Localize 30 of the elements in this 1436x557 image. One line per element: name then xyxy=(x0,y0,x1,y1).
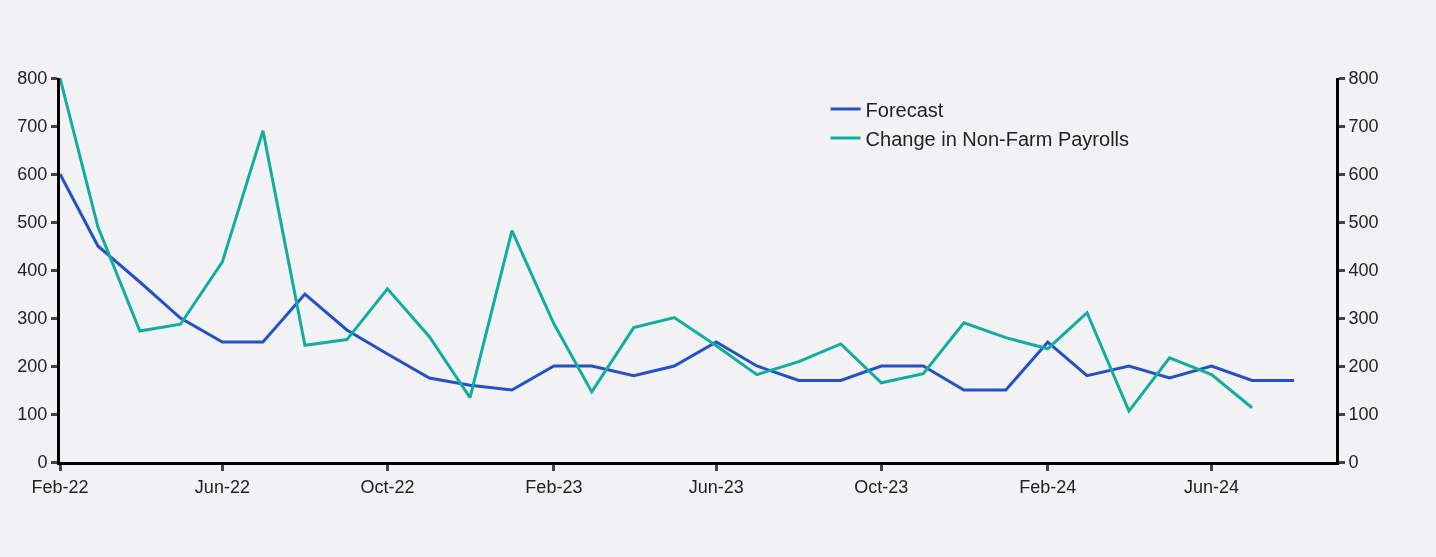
y2-tick-label: 300 xyxy=(1348,308,1379,329)
y2-tick-label: 200 xyxy=(1348,356,1379,377)
y2-tick-label: 600 xyxy=(1348,164,1379,185)
y-tick-label: 800 xyxy=(17,68,48,89)
legend-label: Change in Non-Farm Payrolls xyxy=(865,127,1130,150)
y-tick-label: 300 xyxy=(17,308,48,329)
line-series xyxy=(60,78,1254,413)
x-tick-label: Jun-23 xyxy=(688,476,744,497)
legend-label: Forecast xyxy=(865,98,944,121)
y2-tick-label: 100 xyxy=(1348,404,1379,425)
y-tick-label: 0 xyxy=(37,452,48,473)
x-tick-label: Jun-24 xyxy=(1183,476,1240,497)
y2-tick-label: 0 xyxy=(1348,452,1359,473)
y-tick-label: 100 xyxy=(17,404,48,425)
x-tick-label: Oct-22 xyxy=(360,476,415,497)
y2-tick-label: 500 xyxy=(1348,212,1379,233)
y-tick-label: 400 xyxy=(17,260,48,281)
y-tick-label: 200 xyxy=(17,356,48,377)
y2-tick-label: 700 xyxy=(1348,116,1379,137)
y-tick-label: 700 xyxy=(17,116,48,137)
x-tick-label: Oct-23 xyxy=(854,476,909,497)
y-tick-label: 600 xyxy=(17,164,48,185)
y-tick-label: 500 xyxy=(17,212,48,233)
x-tick-label: Feb-24 xyxy=(1019,476,1077,497)
line-series xyxy=(60,172,1296,392)
x-tick-label: Feb-22 xyxy=(31,476,89,497)
x-tick-label: Feb-23 xyxy=(525,476,583,497)
y2-tick-label: 400 xyxy=(1348,260,1379,281)
x-tick-label: Jun-22 xyxy=(194,476,250,497)
y2-tick-label: 800 xyxy=(1348,68,1379,89)
